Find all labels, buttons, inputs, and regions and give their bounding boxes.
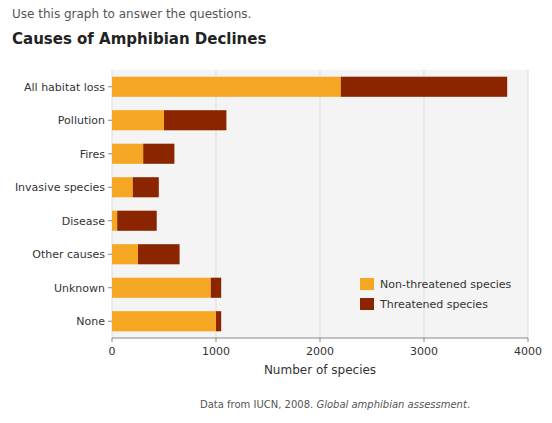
bar <box>112 177 133 197</box>
footnote-part: . <box>467 399 470 410</box>
tick-label: 2000 <box>306 345 334 358</box>
category-tick <box>108 220 112 221</box>
title: Causes of Amphibian Declines <box>12 30 266 48</box>
grid-line <box>528 70 529 338</box>
footnote-part: Data from IUCN, 2008. <box>200 399 316 410</box>
bar <box>112 244 138 264</box>
bar <box>112 211 117 231</box>
category-label: Disease <box>62 215 105 228</box>
legend-swatch <box>360 298 374 310</box>
category-label: Invasive species <box>15 181 105 194</box>
footnote: Data from IUCN, 2008. Global amphibian a… <box>200 399 470 410</box>
bar <box>117 211 157 231</box>
bar <box>216 311 221 331</box>
chart: Use this graph to answer the questions. C… <box>0 0 552 423</box>
category-tick <box>108 287 112 288</box>
subtitle: Use this graph to answer the questions. <box>12 7 251 21</box>
tick-mark <box>320 338 321 342</box>
bar <box>211 278 221 298</box>
category-label: Pollution <box>58 114 105 127</box>
bar <box>112 77 341 97</box>
grid-line <box>320 70 321 338</box>
tick-mark <box>216 338 217 342</box>
bar <box>143 144 174 164</box>
legend: Non-threatened species Threatened species <box>360 278 512 311</box>
legend-swatch <box>360 278 374 290</box>
category-label: Other causes <box>32 248 105 261</box>
category-tick <box>108 153 112 154</box>
category-tick <box>108 187 112 188</box>
category-tick <box>108 254 112 255</box>
bars <box>112 77 507 332</box>
bar <box>133 177 159 197</box>
tick-label: 4000 <box>514 345 542 358</box>
footnote-part: Global amphibian assessment <box>316 399 468 410</box>
category-tick <box>108 120 112 121</box>
x-axis-line <box>112 338 528 339</box>
bar <box>138 244 180 264</box>
category-label: All habitat loss <box>24 81 105 94</box>
tick-label: 1000 <box>202 345 230 358</box>
x-axis-label: Number of species <box>264 363 376 377</box>
plot-background <box>112 70 528 338</box>
tick-label: 3000 <box>410 345 438 358</box>
bar <box>341 77 507 97</box>
category-label: Fires <box>80 148 106 161</box>
category-label: None <box>76 315 105 328</box>
bar <box>112 110 164 130</box>
category-tick <box>108 86 112 87</box>
tick-mark <box>112 338 113 342</box>
bar <box>164 110 226 130</box>
category-label: Unknown <box>54 282 105 295</box>
category-tick <box>108 321 112 322</box>
tick-mark <box>528 338 529 342</box>
bar <box>112 311 216 331</box>
bar <box>112 278 211 298</box>
legend-label: Non-threatened species <box>380 278 512 291</box>
tick-label: 0 <box>109 345 116 358</box>
bar <box>112 144 143 164</box>
tick-mark <box>424 338 425 342</box>
legend-label: Threatened species <box>379 298 488 311</box>
